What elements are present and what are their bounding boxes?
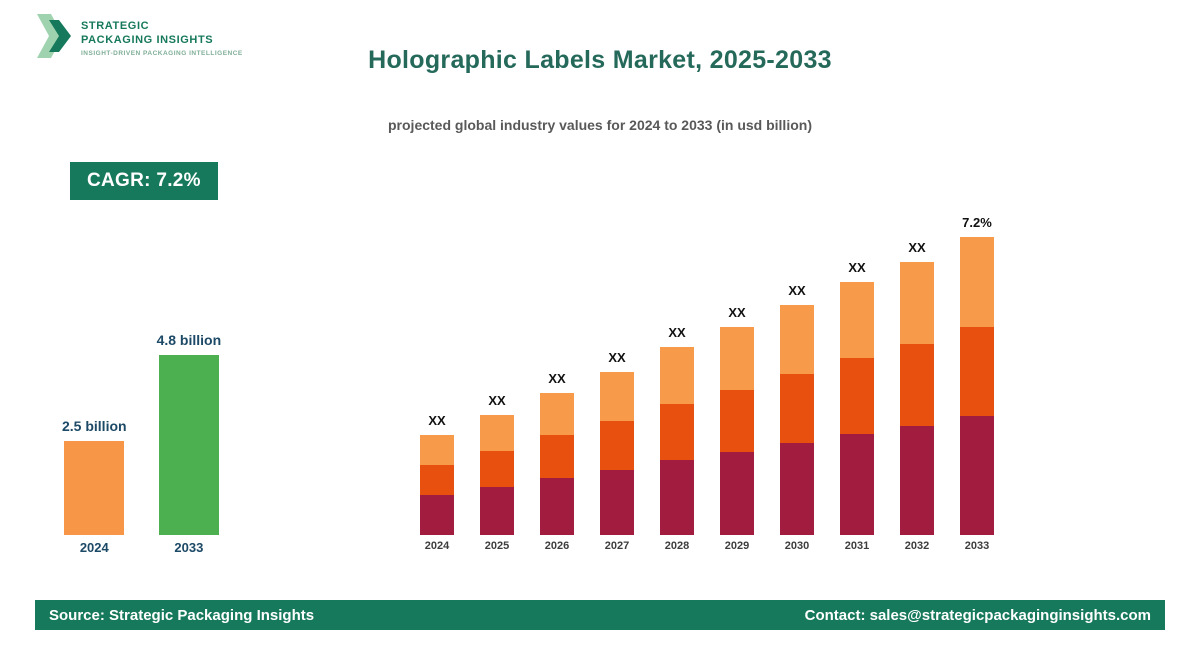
segment-bottom (780, 443, 814, 535)
segment-top (840, 282, 874, 358)
chevron-logo-icon (35, 12, 73, 65)
bar-stack (840, 282, 874, 535)
summary-value-label: 4.8 billion (156, 332, 222, 348)
segment-top (420, 435, 454, 465)
segment-top (480, 415, 514, 451)
bar-value-label: XX (488, 393, 506, 408)
stacked-bar-column-2032: XX 2032 (900, 240, 934, 556)
stacked-bar-column-2029: XX 2029 (720, 305, 754, 556)
segment-middle (420, 465, 454, 495)
segment-bottom (660, 460, 694, 535)
segment-bottom (420, 495, 454, 535)
segment-top (660, 347, 694, 404)
bar-stack (900, 262, 934, 535)
x-axis-label: 2033 (964, 540, 990, 552)
summary-bar-2033 (158, 355, 219, 535)
x-axis-label: 2028 (664, 540, 690, 552)
logo-text: STRATEGIC PACKAGING INSIGHTS INSIGHT-DRI… (81, 20, 243, 58)
segment-top (600, 372, 634, 421)
stacked-bar-column-2027: XX 2027 (600, 350, 634, 556)
segment-bottom (840, 434, 874, 535)
x-axis-label: 2031 (844, 540, 870, 552)
segment-bottom (720, 452, 754, 535)
segment-bottom (480, 487, 514, 535)
bar-stack (420, 435, 454, 535)
summary-x-axis-label: 2024 (79, 540, 109, 555)
stacked-bar-column-2030: XX 2030 (780, 283, 814, 556)
bar-stack (480, 415, 514, 535)
bar-value-label: XX (908, 240, 926, 255)
bar-stack (540, 393, 574, 535)
page-subtitle: projected global industry values for 202… (388, 117, 812, 133)
bar-stack (660, 347, 694, 535)
bar-value-label: XX (608, 350, 626, 365)
bar-stack (960, 237, 994, 535)
bar-stack (600, 372, 634, 535)
page-title: Holographic Labels Market, 2025-2033 (368, 46, 832, 74)
stacked-bar-column-2028: XX 2028 (660, 325, 694, 556)
bar-value-label: XX (788, 283, 806, 298)
summary-x-axis-label: 2033 (174, 540, 204, 555)
summary-bar-column-2024: 2.5 billion 2024 (62, 418, 127, 556)
bar-value-label: XX (848, 260, 866, 275)
footer-bar: Source: Strategic Packaging Insights Con… (35, 600, 1165, 630)
x-axis-label: 2025 (484, 540, 510, 552)
x-axis-label: 2026 (544, 540, 570, 552)
segment-middle (840, 358, 874, 434)
stacked-bar-column-2025: XX 2025 (480, 393, 514, 556)
segment-middle (540, 435, 574, 478)
summary-bar-column-2033: 4.8 billion 2033 (157, 332, 222, 556)
bar-value-label: XX (428, 413, 446, 428)
logo-line-1: STRATEGIC (81, 19, 150, 32)
footer-contact: Contact: sales@strategicpackaginginsight… (804, 606, 1151, 624)
stacked-bar-chart: XX 2024 XX 2025 XX 2026 XX 2027 XX 2028 XX 2029 XX 20… (420, 215, 994, 556)
bar-value-label: XX (668, 325, 686, 340)
cagr-badge: CAGR: 7.2% (70, 162, 218, 200)
logo-line-2: PACKAGING INSIGHTS (81, 33, 214, 46)
segment-middle (900, 344, 934, 426)
segment-bottom (960, 416, 994, 535)
segment-top (960, 237, 994, 327)
x-axis-label: 2024 (424, 540, 450, 552)
segment-bottom (600, 470, 634, 535)
segment-top (780, 305, 814, 374)
segment-middle (960, 327, 994, 416)
segment-middle (720, 390, 754, 452)
segment-middle (780, 374, 814, 443)
stacked-bar-column-2026: XX 2026 (540, 371, 574, 556)
segment-top (900, 262, 934, 344)
footer-source: Source: Strategic Packaging Insights (49, 606, 315, 624)
segment-bottom (900, 426, 934, 535)
logo: STRATEGIC PACKAGING INSIGHTS INSIGHT-DRI… (35, 12, 243, 65)
stacked-bar-column-2033: 7.2% 2033 (960, 215, 994, 556)
stacked-bar-column-2024: XX 2024 (420, 413, 454, 556)
x-axis-label: 2030 (784, 540, 810, 552)
bar-stack (780, 305, 814, 535)
segment-middle (480, 451, 514, 487)
bar-value-label: 7.2% (962, 215, 992, 230)
x-axis-label: 2027 (604, 540, 630, 552)
x-axis-label: 2029 (724, 540, 750, 552)
summary-value-label: 2.5 billion (62, 418, 127, 434)
bar-stack (720, 327, 754, 535)
summary-bar-2024 (64, 441, 125, 535)
segment-top (720, 327, 754, 390)
summary-bar-chart: 2.5 billion 2024 4.8 billion 2033 (62, 332, 221, 556)
segment-middle (600, 421, 634, 470)
segment-top (540, 393, 574, 435)
bar-value-label: XX (728, 305, 746, 320)
segment-middle (660, 404, 694, 460)
x-axis-label: 2032 (904, 540, 930, 552)
logo-tagline: INSIGHT-DRIVEN PACKAGING INTELLIGENCE (81, 50, 243, 58)
stacked-bar-column-2031: XX 2031 (840, 260, 874, 556)
segment-bottom (540, 478, 574, 535)
bar-value-label: XX (548, 371, 566, 386)
